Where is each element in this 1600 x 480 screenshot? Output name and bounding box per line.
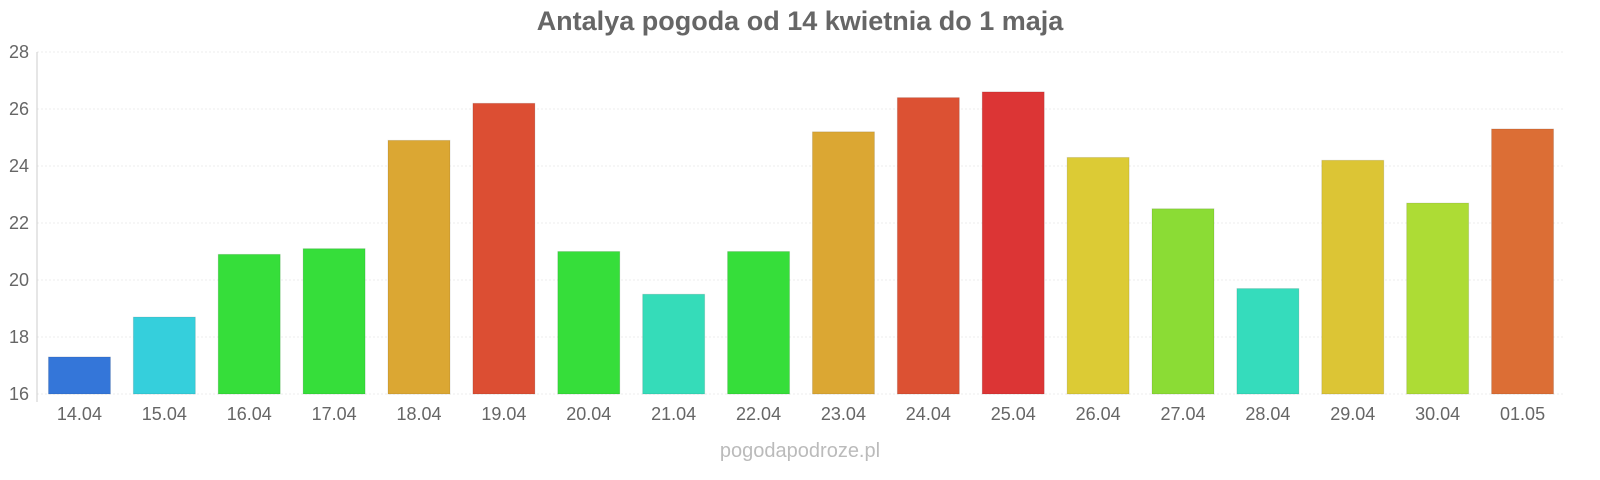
x-tick-label: 24.04: [906, 404, 951, 424]
x-tick-label: 21.04: [651, 404, 696, 424]
x-tick-label: 28.04: [1245, 404, 1290, 424]
bar-16.04: [217, 253, 281, 395]
x-tick-label: 29.04: [1330, 404, 1375, 424]
y-tick-label: 18: [9, 327, 29, 347]
x-tick-label: 22.04: [736, 404, 781, 424]
bar-24.04: [896, 97, 960, 395]
bar-29.04: [1321, 159, 1385, 395]
y-tick-label: 20: [9, 270, 29, 290]
bar-20.04: [557, 251, 621, 395]
chart-title: Antalya pogoda od 14 kwietnia do 1 maja: [536, 6, 1064, 36]
x-tick-label: 23.04: [821, 404, 866, 424]
y-tick-label: 28: [9, 42, 29, 62]
x-tick-label: 01.05: [1500, 404, 1545, 424]
x-tick-label: 26.04: [1076, 404, 1121, 424]
bar-01.05: [1491, 128, 1555, 395]
bar-18.04: [387, 139, 451, 395]
x-tick-label: 25.04: [991, 404, 1036, 424]
x-tick-label: 30.04: [1415, 404, 1460, 424]
x-tick-label: 14.04: [57, 404, 102, 424]
y-tick-label: 26: [9, 99, 29, 119]
x-tick-label: 19.04: [481, 404, 526, 424]
x-tick-label: 18.04: [396, 404, 441, 424]
x-tick-label: 20.04: [566, 404, 611, 424]
x-tick-label: 27.04: [1160, 404, 1205, 424]
bar-19.04: [472, 102, 536, 395]
bar-21.04: [642, 293, 706, 395]
bar-23.04: [811, 131, 875, 395]
x-tick-label: 15.04: [142, 404, 187, 424]
bar-22.04: [727, 251, 791, 395]
bar-15.04: [132, 316, 196, 395]
y-tick-label: 22: [9, 213, 29, 233]
bar-27.04: [1151, 208, 1215, 395]
bar-30.04: [1406, 202, 1470, 395]
bar-25.04: [981, 91, 1045, 395]
bar-28.04: [1236, 288, 1300, 395]
y-tick-label: 16: [9, 384, 29, 404]
x-tick-label: 17.04: [312, 404, 357, 424]
bar-14.04: [47, 356, 111, 395]
bar-26.04: [1066, 156, 1130, 395]
bar-17.04: [302, 248, 366, 395]
x-tick-label: 16.04: [227, 404, 272, 424]
watermark-link[interactable]: pogodapodroze.pl: [719, 440, 881, 462]
y-tick-label: 24: [9, 156, 29, 176]
